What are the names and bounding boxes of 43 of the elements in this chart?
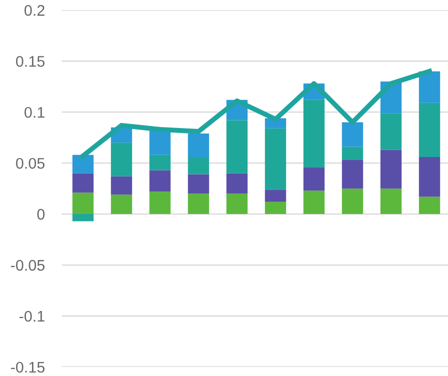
y-tick-label: -0.05 [11,260,45,271]
y-tick-label: 0 [37,208,45,220]
bar [188,194,210,214]
bar [303,190,325,214]
bar [188,174,210,194]
bar [380,113,402,150]
bar [149,192,171,214]
bar [226,194,248,214]
bar [418,102,440,157]
bar [418,71,440,103]
bar [264,202,286,214]
bar [72,173,94,193]
y-tick-label: 0.1 [24,106,44,118]
bar [380,188,402,214]
bar [303,100,325,168]
bar [342,122,364,147]
bar [188,156,210,174]
bar [188,134,210,157]
bar [264,190,286,202]
bar [342,146,364,160]
bar [110,142,132,176]
bar [303,167,325,191]
bar [149,170,171,192]
bar [110,194,132,214]
y-tick-label: -0.15 [11,362,45,373]
bar [418,196,440,214]
bar [110,176,132,195]
y-tick-label: 0.15 [16,56,45,67]
bar [226,173,248,194]
bar [342,160,364,189]
y-tick-label: 0.2 [24,5,44,16]
bar [149,154,171,170]
bar [264,128,286,190]
bar [226,120,248,174]
bar [342,188,364,214]
bar [72,154,94,174]
y-tick-label: -0.1 [20,310,44,322]
line-series [80,68,432,158]
bar [72,192,94,214]
bar [380,150,402,189]
y-tick-label: 0.05 [16,158,45,169]
bar [418,156,440,197]
bar [72,214,94,222]
